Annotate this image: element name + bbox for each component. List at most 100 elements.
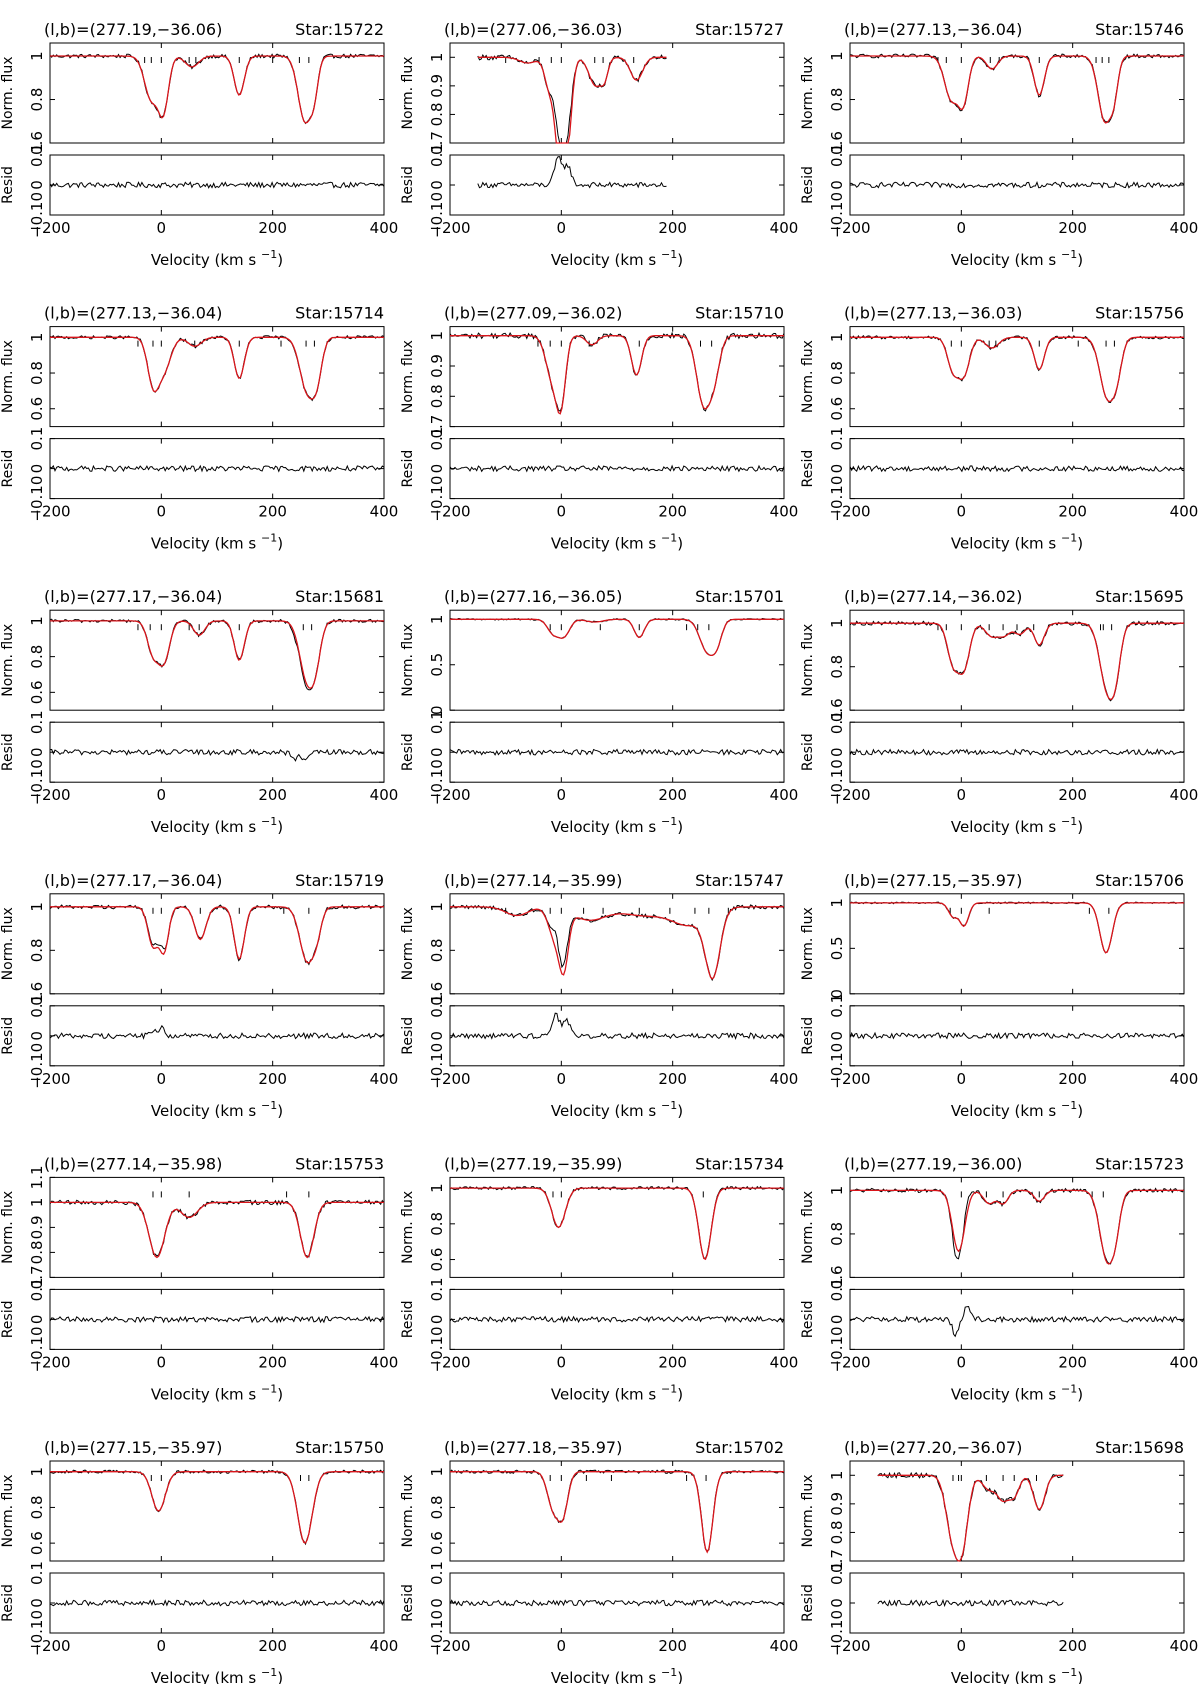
observed-spectrum-line: [49, 1199, 385, 1258]
y-axis-label-resid: Resid: [400, 166, 416, 204]
resid-tick-label: 0.1: [28, 1277, 46, 1301]
resid-tick-label: 0.1: [828, 1277, 846, 1301]
panel-star-id: Star:15701: [695, 587, 784, 606]
observed-spectrum-line: [850, 53, 1185, 123]
x-tick-label: 200: [1058, 503, 1087, 521]
x-axis-label: Velocity (km s −1): [951, 1382, 1083, 1403]
observed-spectrum-line: [449, 1469, 785, 1552]
y-axis-label-flux: Norm. flux: [0, 907, 16, 980]
resid-tick-label: 0: [428, 1315, 446, 1325]
panel-star-id: Star:15747: [695, 871, 784, 890]
resid-tick-label: 0.1: [28, 710, 46, 734]
spectrum-panel: (l,b)=(277.15,−35.97) Star:15750 −200 0 200 4…: [0, 1438, 398, 1684]
y-tick-label: 1.1: [28, 1165, 46, 1189]
x-axis-label: Velocity (km s −1): [551, 248, 683, 269]
resid-tick-label: −0.10: [428, 1326, 446, 1372]
y-tick-label: 1: [28, 1467, 46, 1477]
flux-frame: [49, 609, 385, 711]
y-axis-label-flux: Norm. flux: [800, 624, 816, 697]
x-tick-label: −200: [829, 503, 870, 521]
resid-tick-label: 0.1: [828, 427, 846, 451]
x-tick-label: 400: [770, 1637, 799, 1655]
x-tick-label: 400: [1170, 786, 1199, 804]
residual-line: [449, 748, 785, 756]
y-axis-label-resid: Resid: [0, 166, 16, 204]
x-tick-label: 400: [370, 786, 399, 804]
x-tick-label: 0: [557, 1353, 567, 1371]
residual-line: [449, 1315, 785, 1324]
y-axis-label-flux: Norm. flux: [400, 56, 416, 129]
resid-tick-label: 0: [828, 180, 846, 190]
model-fit-line: [450, 1187, 784, 1261]
observed-spectrum-line: [849, 334, 1185, 404]
resid-tick-label: 0.1: [828, 710, 846, 734]
panel-star-id: Star:15753: [295, 1154, 384, 1173]
y-tick-label: 1: [28, 1198, 46, 1208]
x-tick-label: −200: [429, 786, 470, 804]
resid-tick-label: −0.10: [828, 1043, 846, 1089]
x-tick-label: 0: [957, 503, 967, 521]
x-tick-label: 200: [1058, 1637, 1087, 1655]
y-axis-label-resid: Resid: [0, 1301, 16, 1339]
x-tick-label: −200: [829, 786, 870, 804]
resid-tick-label: 0.1: [428, 1561, 446, 1585]
y-tick-label: 1: [28, 51, 46, 61]
observed-spectrum-line: [849, 1187, 1185, 1265]
y-tick-label: 0.9: [428, 74, 446, 98]
x-tick-label: 0: [957, 786, 967, 804]
resid-tick-label: 0: [428, 1031, 446, 1041]
spectrum-panel: (l,b)=(277.16,−36.05) Star:15701 −200 0 200 4…: [400, 587, 798, 836]
x-tick-label: −200: [829, 1353, 870, 1371]
model-fit-line: [850, 1189, 1184, 1265]
model-fit-line: [50, 55, 384, 124]
y-tick-label: 0.8: [828, 88, 846, 112]
flux-frame: [449, 893, 785, 995]
x-tick-label: 200: [258, 1637, 287, 1655]
resid-tick-label: 0: [428, 747, 446, 757]
model-fit-line: [50, 1201, 384, 1259]
residual-line: [49, 1599, 385, 1607]
y-tick-label: 0.6: [428, 1248, 446, 1272]
y-tick-label: 0.8: [828, 361, 846, 385]
panel-coordinates: (l,b)=(277.15,−35.97): [44, 1438, 222, 1457]
panel-star-id: Star:15750: [295, 1438, 384, 1457]
x-axis-label: Velocity (km s −1): [151, 1666, 283, 1684]
x-tick-label: 200: [258, 1353, 287, 1371]
y-tick-label: 1: [428, 1467, 446, 1477]
resid-tick-label: 0: [828, 1598, 846, 1608]
x-tick-label: −200: [29, 1353, 70, 1371]
x-axis-label: Velocity (km s −1): [951, 248, 1083, 269]
panel-coordinates: (l,b)=(277.06,−36.03): [444, 20, 622, 39]
x-tick-label: 0: [157, 786, 167, 804]
panel-coordinates: (l,b)=(277.13,−36.04): [844, 20, 1022, 39]
y-tick-label: 0.6: [828, 1265, 846, 1289]
y-tick-label: 0.8: [28, 88, 46, 112]
resid-tick-label: 0: [828, 1315, 846, 1325]
y-tick-label: 0.9: [428, 354, 446, 378]
resid-tick-label: 0: [828, 747, 846, 757]
spectrum-panel: (l,b)=(277.13,−36.04) Star:15746 −200 0 200 4…: [800, 20, 1198, 269]
model-fit-line: [850, 336, 1184, 403]
residual-line: [877, 1598, 1064, 1608]
y-axis-label-flux: Norm. flux: [800, 1474, 816, 1547]
resid-tick-label: 0.1: [428, 143, 446, 167]
panel-coordinates: (l,b)=(277.17,−36.04): [44, 587, 222, 606]
x-tick-label: 200: [1058, 1070, 1087, 1088]
resid-tick-label: 0.1: [828, 994, 846, 1018]
y-tick-label: 1: [828, 51, 846, 61]
x-tick-label: 0: [157, 1637, 167, 1655]
y-tick-label: 0.5: [828, 936, 846, 960]
resid-tick-label: 0.1: [28, 143, 46, 167]
y-axis-label-resid: Resid: [800, 166, 816, 204]
y-axis-label-flux: Norm. flux: [400, 907, 416, 980]
y-tick-label: 0.8: [828, 1520, 846, 1544]
model-fit-line: [50, 906, 384, 964]
panel-star-id: Star:15695: [1095, 587, 1184, 606]
x-tick-label: 400: [370, 1637, 399, 1655]
resid-tick-label: −0.10: [28, 1326, 46, 1372]
panel-star-id: Star:15722: [295, 20, 384, 39]
panel-star-id: Star:15727: [695, 20, 784, 39]
resid-tick-label: 0: [828, 1031, 846, 1041]
resid-tick-label: 0.1: [428, 994, 446, 1018]
